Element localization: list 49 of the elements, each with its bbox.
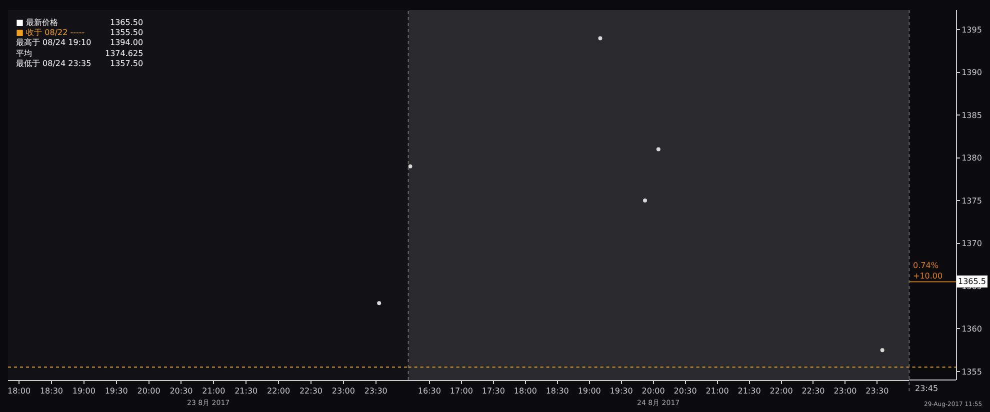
annotation: 最高于 08/24 19:10	[16, 38, 92, 47]
x-tick-label: 23:30	[866, 386, 889, 396]
x-tick-label: 18:00	[514, 386, 537, 396]
annotation: 最低于 08/24 23:35	[16, 59, 92, 68]
annotation: 1357.50	[110, 59, 144, 68]
x-tick-label: 20:00	[642, 386, 665, 396]
x-tick-label: 17:00	[450, 386, 473, 396]
x-tick-label: 22:30	[299, 386, 323, 396]
annotation: 1394.00	[110, 38, 144, 47]
x-tick-label: 20:30	[170, 386, 193, 396]
y-tick-label: 1370	[962, 239, 982, 248]
x-tick-label: 21:00	[202, 386, 226, 396]
x-tick-label: 23:00	[834, 386, 857, 396]
y-tick-label: 1355	[962, 367, 982, 376]
annotation: ■ 收于 08/22 -----	[16, 28, 85, 37]
y-tick-label: 1380	[962, 154, 982, 163]
x-tick-label: 20:30	[674, 386, 697, 396]
x-tick-label: 19:30	[104, 386, 128, 396]
x-tick-label: 18:30	[546, 386, 569, 396]
x-tick-label: 21:00	[706, 386, 729, 396]
annotation: ■ 最新价格	[16, 18, 58, 27]
x-tick-label: 19:00	[578, 386, 601, 396]
annotation: 平均	[16, 49, 32, 58]
x-tick-label: 21:30	[738, 386, 761, 396]
x-tick-label: 17:30	[482, 386, 505, 396]
text: 0.74%	[913, 261, 939, 270]
y-tick-label: 1395	[962, 25, 982, 34]
x-tick-label: 20:00	[137, 386, 160, 396]
x-tick-label: 18:00	[8, 386, 31, 396]
x-tick-label: 21:30	[234, 386, 258, 396]
y-tick-label: 1360	[962, 324, 982, 334]
x-tick-label: 16:30	[418, 386, 441, 396]
x-tick-label: 22:00	[267, 386, 290, 396]
text: 23:45	[915, 384, 938, 393]
text: +10.00	[913, 271, 943, 280]
ref-line-label: 1365.5	[958, 277, 986, 286]
annotation: 1374.625	[105, 49, 144, 58]
x-tick-label: 19:00	[72, 386, 96, 396]
x-tick-label: 23:30	[364, 386, 388, 396]
y-tick-label: 1390	[962, 68, 982, 78]
annotation: 1355.50	[110, 28, 144, 37]
x-tick-label: 18:30	[40, 386, 63, 396]
annotation: 1365.50	[110, 18, 144, 27]
x-tick-label: 19:30	[610, 386, 633, 396]
x-tick-label: 22:30	[802, 386, 825, 396]
x-tick-label: 23:00	[332, 386, 355, 396]
y-tick-label: 1375	[962, 196, 982, 206]
y-tick-label: 1385	[962, 110, 982, 120]
x-tick-label: 22:00	[770, 386, 793, 396]
